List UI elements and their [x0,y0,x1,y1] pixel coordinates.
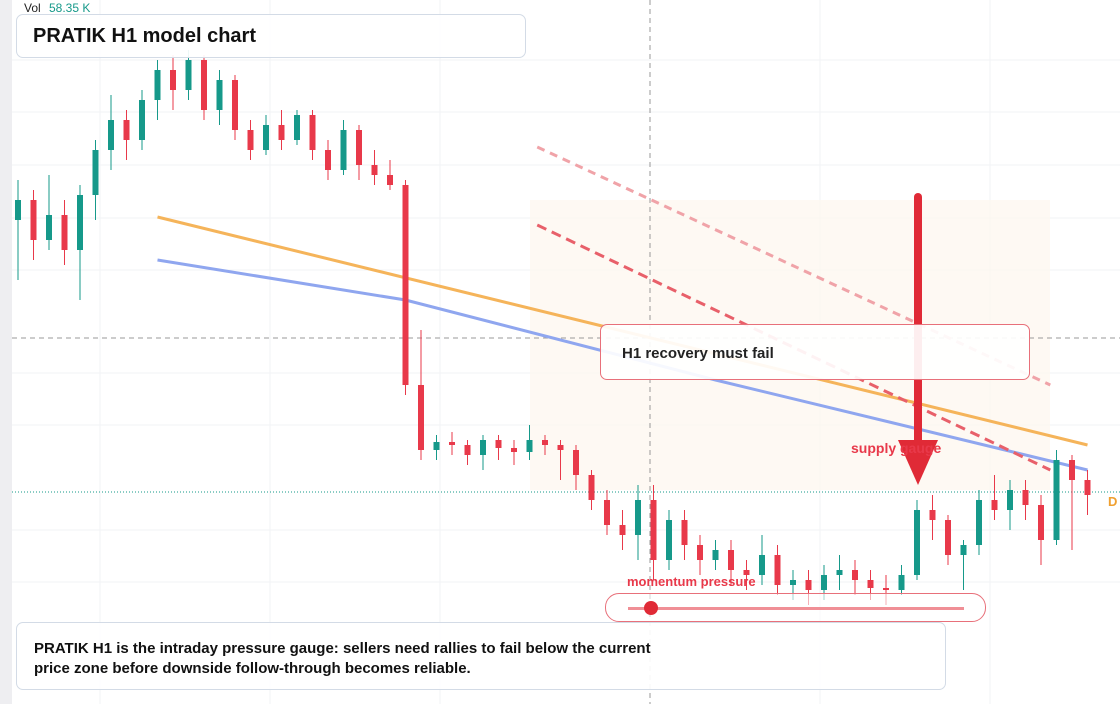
candle-body [1038,505,1044,540]
candle-body [387,175,393,185]
candle-body [201,60,207,110]
candle-body [557,445,564,450]
candle-body [511,448,517,452]
candle-body [464,445,471,455]
note-text: PRATIK H1 is the intraday pressure gauge… [34,640,651,677]
candle-body [92,150,99,195]
candle-body [1022,490,1029,505]
candle-body [774,555,781,585]
candle-body [46,215,52,240]
candle-body [697,545,703,560]
volume-label: Vol [24,1,41,15]
candle-body [542,440,548,445]
gauge-track [628,607,964,610]
candle-body [170,70,176,90]
gauge-knob [644,601,658,615]
candle-body [123,120,130,140]
title-box: PRATIK H1 model chart [16,14,526,58]
candle-body [898,575,905,590]
candle-body [960,545,967,555]
candle-body [790,580,796,585]
candle-body [573,450,579,475]
candle-body [929,510,936,520]
candle-body [635,500,641,535]
note-box: PRATIK H1 is the intraday pressure gauge… [16,622,946,690]
candle-body [325,150,331,170]
candle-body [61,215,68,250]
candle-body [30,200,37,240]
callout-box: H1 recovery must fail [600,324,1030,380]
candle-body [976,500,982,545]
candle-body [991,500,998,510]
candle-body [139,100,145,140]
candle-body [108,120,114,150]
side-strip [0,0,12,704]
trend-line [157,258,1088,472]
candle-body [278,125,285,140]
callout-text: H1 recovery must fail [622,345,774,362]
candle-body [77,195,83,250]
chart-title: PRATIK H1 model chart [33,25,256,47]
candle-body [666,520,672,560]
candle-body [185,60,192,90]
candle-body [588,475,595,500]
candle-body [154,70,161,100]
zone-label: supply gauge [851,440,942,456]
candle-body [728,550,734,570]
candle-body [15,200,21,220]
candle-body [247,130,254,150]
price-tag: D [1108,494,1117,509]
trend-line [536,145,1051,387]
candle-body [681,520,688,545]
gauge-box [605,593,986,622]
candle-body [914,510,920,575]
candle-body [1007,490,1013,510]
candle-body [526,440,533,452]
candle-body [294,115,300,140]
candle-body [480,440,486,455]
candle-body [371,165,378,175]
candle-body [1069,460,1075,480]
candle-body [712,550,719,560]
candle-body [604,500,610,525]
candle-body [1053,460,1060,540]
candle-body [852,570,858,580]
trend-line [536,223,1051,472]
candle-body [821,575,827,590]
volume-value: 58.35 K [49,1,90,15]
arrow-head [898,440,938,485]
candle-body [449,442,455,445]
candle-body [743,570,750,575]
candle-body [883,588,889,590]
candle-body [263,125,269,150]
candle-body [495,440,502,448]
candle-body [232,80,238,130]
candle-body [619,525,626,535]
candle-body [402,185,409,385]
candle-body [356,130,362,165]
candle-body [216,80,223,110]
candle-body [945,520,951,555]
candle-body [433,442,440,450]
candle-body [418,385,424,450]
candle-body [836,570,843,575]
candle-body [805,580,812,590]
candle-body [867,580,874,588]
candle-body [759,555,765,575]
candle-body [650,500,657,560]
candle-body [1084,480,1091,495]
candle-body [309,115,316,150]
overlay [898,193,938,485]
gauge-label: momentum pressure [627,574,756,589]
candle-body [340,130,347,170]
